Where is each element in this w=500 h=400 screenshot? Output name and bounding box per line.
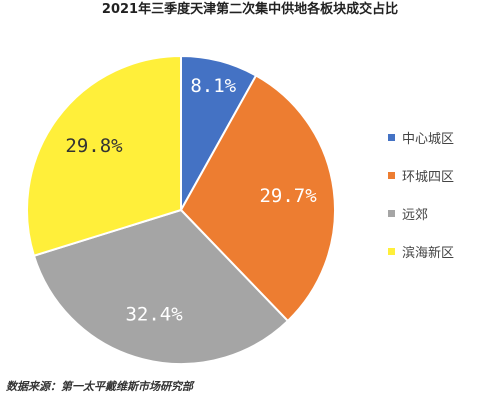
pie-slice-2: [180, 74, 336, 322]
pie-label-4: 29.8%: [65, 135, 123, 157]
pie-slice-3: [32, 209, 289, 365]
legend-swatch-1: [388, 133, 395, 141]
legend-swatch-4: [388, 247, 395, 255]
pie-slice-4: [26, 55, 182, 257]
chart-title: 2021年三季度天津第二次集中供地各板块成交占比: [101, 2, 399, 17]
legend-item-2: 环城四区: [388, 164, 498, 186]
pie-label-3: 32.4%: [125, 304, 183, 326]
source-note: 数据来源：第一太平戴维斯市场研究部: [6, 380, 193, 393]
legend-label-1: 中心城区: [402, 131, 455, 147]
pie-slices: [26, 55, 336, 365]
legend-item-4: 滨海新区: [388, 240, 498, 262]
legend-label-2: 环城四区: [402, 169, 455, 185]
pie-labels: 8.1% 29.7% 32.4% 29.8%: [65, 75, 317, 326]
legend-label-3: 远郊: [402, 207, 429, 223]
legend: 中心城区 环城四区 远郊 滨海新区: [388, 126, 498, 278]
legend-swatch-2: [388, 171, 395, 179]
pie-label-2: 29.7%: [259, 185, 317, 207]
legend-item-1: 中心城区: [388, 126, 498, 148]
legend-swatch-3: [388, 209, 395, 217]
legend-item-3: 远郊: [388, 202, 498, 224]
pie-label-1: 8.1%: [190, 75, 236, 97]
legend-label-4: 滨海新区: [402, 245, 455, 261]
